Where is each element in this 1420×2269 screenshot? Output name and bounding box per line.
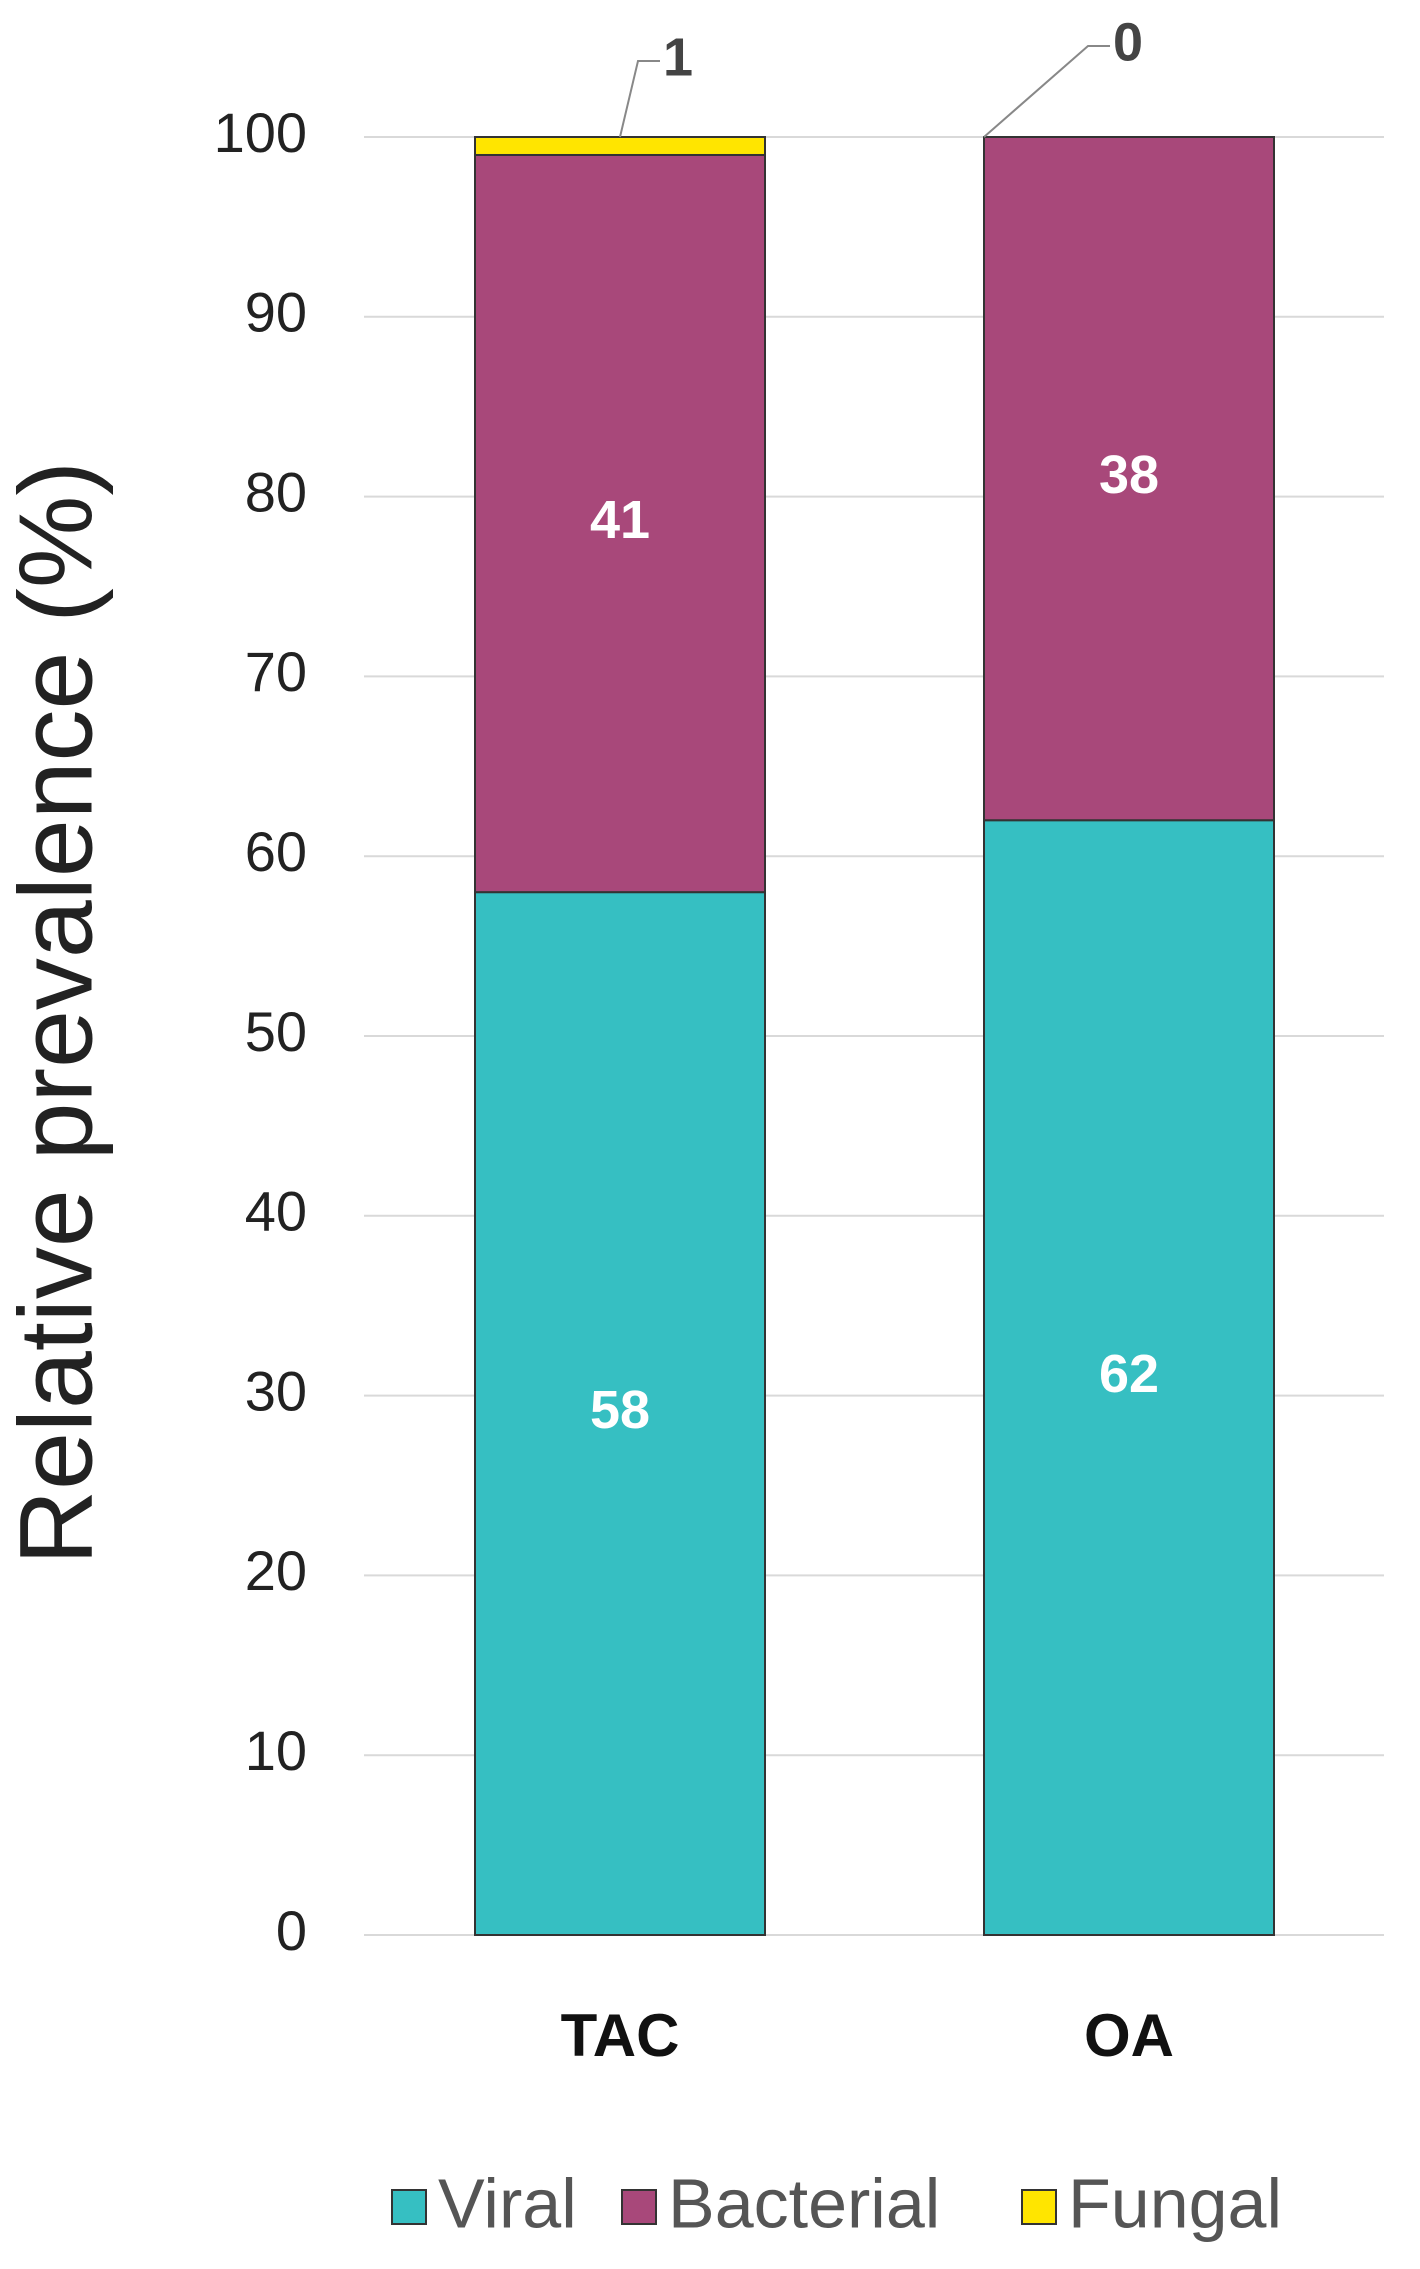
- y-tick-label: 10: [245, 1719, 307, 1782]
- y-tick-label: 50: [245, 1000, 307, 1063]
- bar-segment: [474, 136, 766, 156]
- leader-line: [983, 45, 1110, 138]
- y-tick-label: 100: [214, 101, 307, 164]
- data-label: 0: [1113, 12, 1143, 72]
- bar-segment: [983, 136, 1275, 822]
- data-label: 58: [590, 1380, 650, 1440]
- legend-swatch: [621, 2189, 657, 2225]
- leader-line: [619, 60, 660, 138]
- x-tick-label: OA: [1084, 2002, 1174, 2069]
- x-tick-label: TAC: [561, 2002, 680, 2069]
- legend-label: Viral: [438, 2164, 577, 2242]
- y-tick-label: 0: [276, 1899, 307, 1962]
- legend-label: Fungal: [1068, 2164, 1282, 2242]
- y-tick-label: 90: [245, 281, 307, 344]
- y-tick-label: 80: [245, 460, 307, 523]
- bar-segment: [474, 891, 766, 1936]
- data-label: 62: [1099, 1344, 1159, 1404]
- bar-segment: [474, 153, 766, 894]
- legend-swatch: [1021, 2189, 1057, 2225]
- y-tick-label: 60: [245, 820, 307, 883]
- y-tick-label: 40: [245, 1180, 307, 1243]
- data-label: 41: [590, 490, 650, 550]
- y-tick-label: 30: [245, 1359, 307, 1422]
- data-label: 1: [663, 27, 693, 87]
- legend-label: Bacterial: [668, 2164, 940, 2242]
- y-tick-label: 70: [245, 640, 307, 703]
- y-axis-title: Relative prevalence (%): [0, 461, 114, 1565]
- bar-segment: [983, 819, 1275, 1936]
- legend-swatch: [391, 2189, 427, 2225]
- y-tick-label: 20: [245, 1539, 307, 1602]
- data-label: 38: [1099, 445, 1159, 505]
